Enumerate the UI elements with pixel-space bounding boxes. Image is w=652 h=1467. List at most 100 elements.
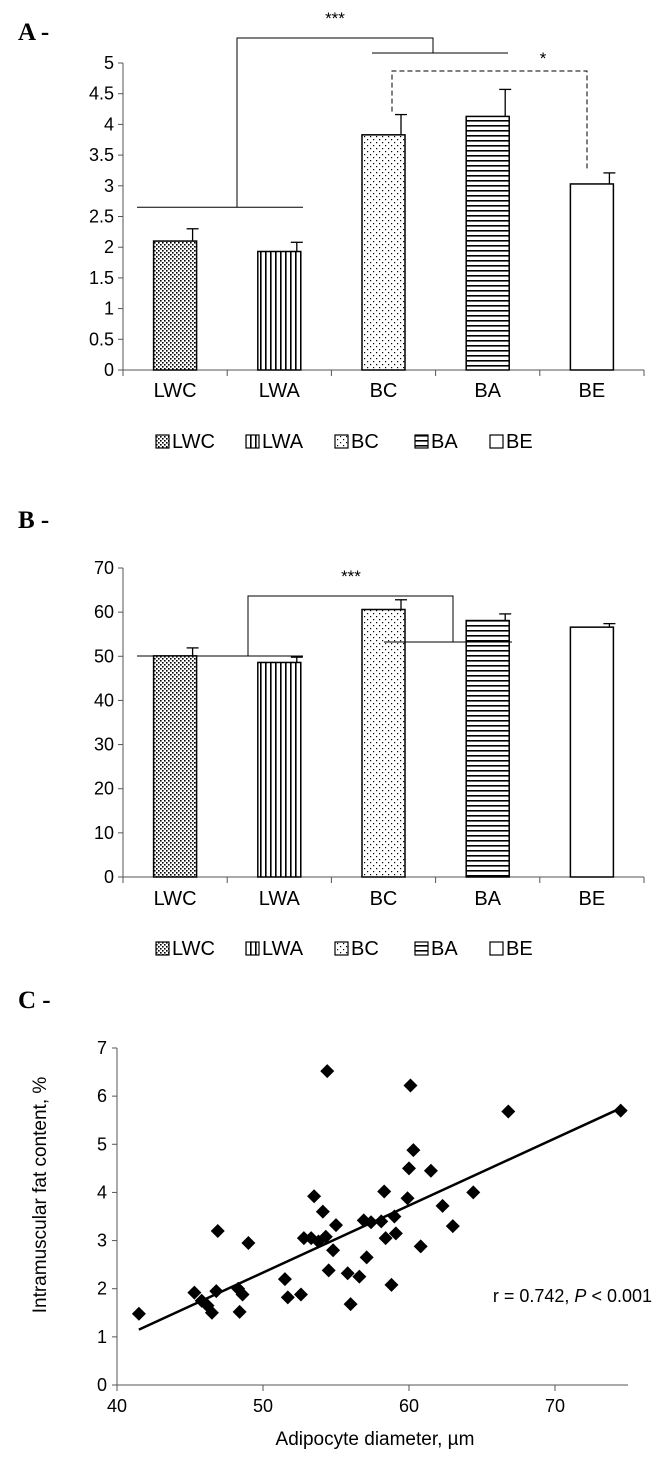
y-tick-label: 4.5 [89, 84, 114, 104]
data-point [209, 1284, 224, 1299]
significance-label: *** [325, 9, 345, 28]
panel-label: C - [18, 987, 51, 1014]
bracket-line-dashed [391, 70, 588, 170]
x-category-label: LWA [259, 888, 301, 910]
data-point [403, 1078, 418, 1093]
data-point [400, 1191, 415, 1206]
legend-label: BE [506, 938, 533, 960]
x-tick-label: 40 [107, 1396, 127, 1416]
bar-chart-a: 0 0.5 1 1.5 2 2.5 3 3.5 4 4.5 5 LWC LWA BC BA BE LWC LWA B… [89, 9, 645, 453]
y-tick-label: 4 [97, 1182, 107, 1202]
x-category-label: BA [474, 888, 501, 910]
x-tick-label: 50 [253, 1396, 273, 1416]
bar-lwa [257, 250, 302, 371]
y-tick-label: 30 [94, 735, 114, 755]
data-point [406, 1143, 421, 1158]
data-point [293, 1287, 308, 1302]
data-point [374, 1214, 389, 1229]
data-point [232, 1304, 247, 1319]
data-point [318, 1229, 333, 1244]
y-tick-label: 5 [104, 53, 114, 73]
bar-lwc [152, 240, 198, 371]
legend-label: LWA [262, 431, 304, 453]
y-tick-label: 0 [104, 867, 114, 887]
legend-swatch [414, 434, 429, 449]
legend-swatch [489, 941, 504, 956]
legend-label: BA [431, 938, 458, 960]
data-point [435, 1198, 450, 1213]
data-point [210, 1223, 225, 1238]
annotation-part: r = 0.742, [493, 1286, 575, 1306]
y-tick-label: 7 [97, 1038, 107, 1058]
data-point [378, 1231, 393, 1246]
legend-label: LWC [172, 938, 215, 960]
y-tick-label: 6 [97, 1086, 107, 1106]
y-axis-title: Intramuscular fat content, % [30, 1077, 51, 1314]
bracket-line [236, 37, 434, 208]
y-tick-label: 40 [94, 690, 114, 710]
data-point [423, 1163, 438, 1178]
panel-label: A - [18, 19, 49, 46]
y-tick-label: 10 [94, 823, 114, 843]
data-point [384, 1277, 399, 1292]
data-point [364, 1215, 379, 1230]
y-tick-label: 4 [104, 114, 114, 134]
data-point [445, 1219, 460, 1234]
data-point [296, 1231, 311, 1246]
annotation-part: < 0.001 [586, 1286, 652, 1306]
x-category-label: LWA [259, 380, 301, 402]
legend-label: LWC [172, 431, 215, 453]
legend-label: BA [431, 431, 458, 453]
y-tick-label: 0.5 [89, 329, 114, 349]
legend-swatch [245, 434, 260, 449]
data-point [377, 1184, 392, 1199]
y-tick-label: 1 [97, 1327, 107, 1347]
panel-b: B - 0 10 20 30 40 50 60 70 LWC LWA BC BA BE LWC LWA BC B… [18, 507, 645, 960]
legend-swatch [414, 941, 429, 956]
y-tick-label: 20 [94, 779, 114, 799]
legend-label: BC [351, 431, 379, 453]
data-point [613, 1103, 628, 1118]
x-category-label: BE [579, 888, 606, 910]
data-point [307, 1189, 322, 1204]
y-tick-label: 2 [104, 237, 114, 257]
y-tick-label: 60 [94, 602, 114, 622]
y-tick-label: 5 [97, 1134, 107, 1154]
data-point [131, 1306, 146, 1321]
bar-ba [465, 619, 510, 878]
data-point [387, 1209, 402, 1224]
significance-label: *** [341, 567, 361, 586]
data-point [326, 1243, 341, 1258]
legend-label: LWA [262, 938, 304, 960]
data-point [413, 1239, 428, 1254]
legend-swatch [245, 941, 260, 956]
data-point [501, 1104, 516, 1119]
data-point [320, 1064, 335, 1079]
bar-be [569, 626, 615, 878]
panel-c: C - Intramuscular fat content, % Adipocy… [18, 987, 652, 1450]
data-point [388, 1226, 403, 1241]
x-category-label: BC [370, 888, 398, 910]
legend-swatch [334, 434, 349, 449]
x-tick-label: 60 [399, 1396, 419, 1416]
bar-ba [465, 115, 510, 371]
data-point [315, 1204, 330, 1219]
bar-lwc [152, 655, 198, 878]
legend-swatch [155, 941, 170, 956]
y-tick-label: 0 [104, 360, 114, 380]
y-tick-label: 2 [97, 1279, 107, 1299]
bar-bc [361, 608, 406, 878]
bracket-line [247, 595, 454, 656]
x-category-label: BC [370, 380, 398, 402]
legend-swatch [489, 434, 504, 449]
x-category-label: BA [474, 380, 501, 402]
y-tick-label: 1.5 [89, 268, 114, 288]
y-tick-label: 1 [104, 299, 114, 319]
y-tick-label: 3.5 [89, 145, 114, 165]
x-category-label: LWC [154, 380, 197, 402]
correlation-annotation: r = 0.742, P < 0.001 [493, 1286, 652, 1306]
data-point [277, 1272, 292, 1287]
y-tick-label: 0 [97, 1375, 107, 1395]
bar-lwa [257, 661, 302, 878]
